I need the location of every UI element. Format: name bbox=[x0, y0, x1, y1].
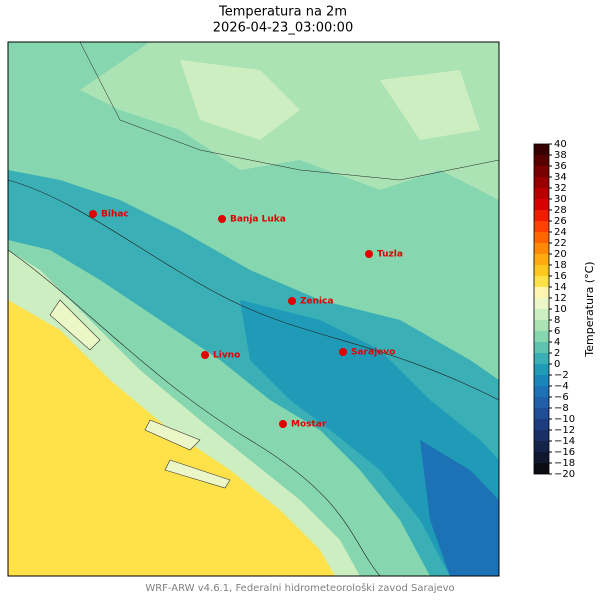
colorbar-bin bbox=[534, 177, 549, 188]
warm-patch bbox=[180, 60, 480, 140]
title: Temperatura na 2m bbox=[218, 5, 347, 20]
colorbar-bin bbox=[534, 397, 549, 408]
city-label: Tuzla bbox=[377, 250, 403, 260]
colorbar-bin bbox=[534, 166, 549, 177]
colorbar-bin bbox=[534, 309, 549, 320]
colorbar-bin bbox=[534, 155, 549, 166]
city-label: Banja Luka bbox=[230, 215, 286, 225]
city-marker bbox=[365, 250, 373, 258]
colorbar-bin bbox=[534, 144, 549, 155]
colorbar-tick-label: 32 bbox=[554, 183, 567, 194]
colorbar-tick-label: 36 bbox=[554, 161, 567, 172]
colorbar-tick-label: 2 bbox=[554, 348, 560, 359]
colorbar: −20−18−16−14−12−10−8−6−4−202468101214161… bbox=[533, 139, 575, 480]
city-label: Mostar bbox=[291, 420, 327, 430]
colorbar-tick-label: 18 bbox=[554, 260, 567, 271]
city-marker bbox=[279, 420, 287, 428]
colorbar-bin bbox=[534, 287, 549, 298]
map-frame bbox=[7, 41, 500, 577]
colorbar-bin bbox=[534, 430, 549, 441]
city-label: Zenica bbox=[300, 297, 334, 307]
colorbar-bin bbox=[534, 419, 549, 430]
city-marker bbox=[218, 215, 226, 223]
colorbar-tick-label: −18 bbox=[554, 458, 575, 469]
colorbar-bin bbox=[534, 441, 549, 452]
colorbar-tick-label: 28 bbox=[554, 205, 567, 216]
contour bbox=[8, 249, 381, 576]
colorbar-tick-label: 26 bbox=[554, 216, 567, 227]
islands bbox=[49, 299, 231, 489]
subtitle: 2026-04-23_03:00:00 bbox=[213, 21, 353, 36]
colorbar-tick-label: 8 bbox=[554, 315, 560, 326]
colorbar-bin bbox=[534, 375, 549, 386]
colorbar-bin bbox=[534, 331, 549, 342]
colorbar-bin bbox=[534, 320, 549, 331]
colorbar-tick-label: 40 bbox=[554, 139, 567, 150]
colorbar-tick-label: −10 bbox=[554, 414, 575, 425]
colorbar-bin bbox=[534, 386, 549, 397]
colorbar-bin bbox=[534, 276, 549, 287]
colorbar-bin bbox=[534, 199, 549, 210]
city-marker bbox=[89, 210, 97, 218]
colorbar-label: Temperatura (°C) bbox=[583, 261, 596, 357]
colorbar-bin bbox=[534, 188, 549, 199]
colorbar-tick-label: 30 bbox=[554, 194, 567, 205]
colorbar-bin bbox=[534, 210, 549, 221]
colorbar-bin bbox=[534, 342, 549, 353]
colorbar-tick-label: −2 bbox=[554, 370, 569, 381]
colorbar-bin bbox=[534, 254, 549, 265]
cold-band bbox=[8, 170, 499, 576]
colorbar-tick-label: 22 bbox=[554, 238, 567, 249]
colorbar-tick-label: −4 bbox=[554, 381, 569, 392]
colorbar-tick-label: −16 bbox=[554, 447, 575, 458]
map-area bbox=[8, 42, 499, 576]
city-marker bbox=[201, 351, 209, 359]
colorbar-bin bbox=[534, 408, 549, 419]
colorbar-tick-label: 14 bbox=[554, 282, 567, 293]
colorbar-bin bbox=[534, 364, 549, 375]
colorbar-tick-label: 38 bbox=[554, 150, 567, 161]
contour bbox=[8, 179, 499, 401]
footer: WRF-ARW v4.6.1, Federalni hidrometeorolo… bbox=[145, 582, 454, 594]
colorbar-tick-label: 4 bbox=[554, 337, 560, 348]
colorbar-tick-label: −20 bbox=[554, 469, 575, 480]
colorbar-tick-label: 12 bbox=[554, 293, 567, 304]
city-label: Sarajevo bbox=[351, 348, 395, 358]
cities: Bihac Banja Luka Tuzla Zenica Livno Sarajevo M… bbox=[89, 210, 403, 430]
colorbar-tick-label: 24 bbox=[554, 227, 567, 238]
colorbar-tick-label: 34 bbox=[554, 172, 567, 183]
colorbar-bin bbox=[534, 265, 549, 276]
city-marker bbox=[339, 348, 347, 356]
colorbar-tick-label: 0 bbox=[554, 359, 560, 370]
colorbar-bin bbox=[534, 452, 549, 463]
colorbar-tick-label: −14 bbox=[554, 436, 575, 447]
city-marker bbox=[288, 297, 296, 305]
coldest-patch bbox=[420, 440, 499, 576]
colorbar-tick-label: 6 bbox=[554, 326, 560, 337]
colorbar-bin bbox=[534, 463, 549, 474]
colorbar-bin bbox=[534, 232, 549, 243]
colorbar-bin bbox=[534, 221, 549, 232]
city-label: Livno bbox=[213, 351, 240, 361]
colorbar-tick-label: 10 bbox=[554, 304, 567, 315]
colorbar-bin bbox=[534, 298, 549, 309]
colorbar-tick-label: −12 bbox=[554, 425, 575, 436]
border-line bbox=[79, 42, 499, 181]
colorbar-tick-label: 20 bbox=[554, 249, 567, 260]
colorbar-tick-label: 16 bbox=[554, 271, 567, 282]
colorbar-tick-label: −6 bbox=[554, 392, 569, 403]
colorbar-bin bbox=[534, 243, 549, 254]
colorbar-bin bbox=[534, 353, 549, 364]
city-label: Bihac bbox=[101, 210, 129, 220]
colorbar-tick-label: −8 bbox=[554, 403, 569, 414]
